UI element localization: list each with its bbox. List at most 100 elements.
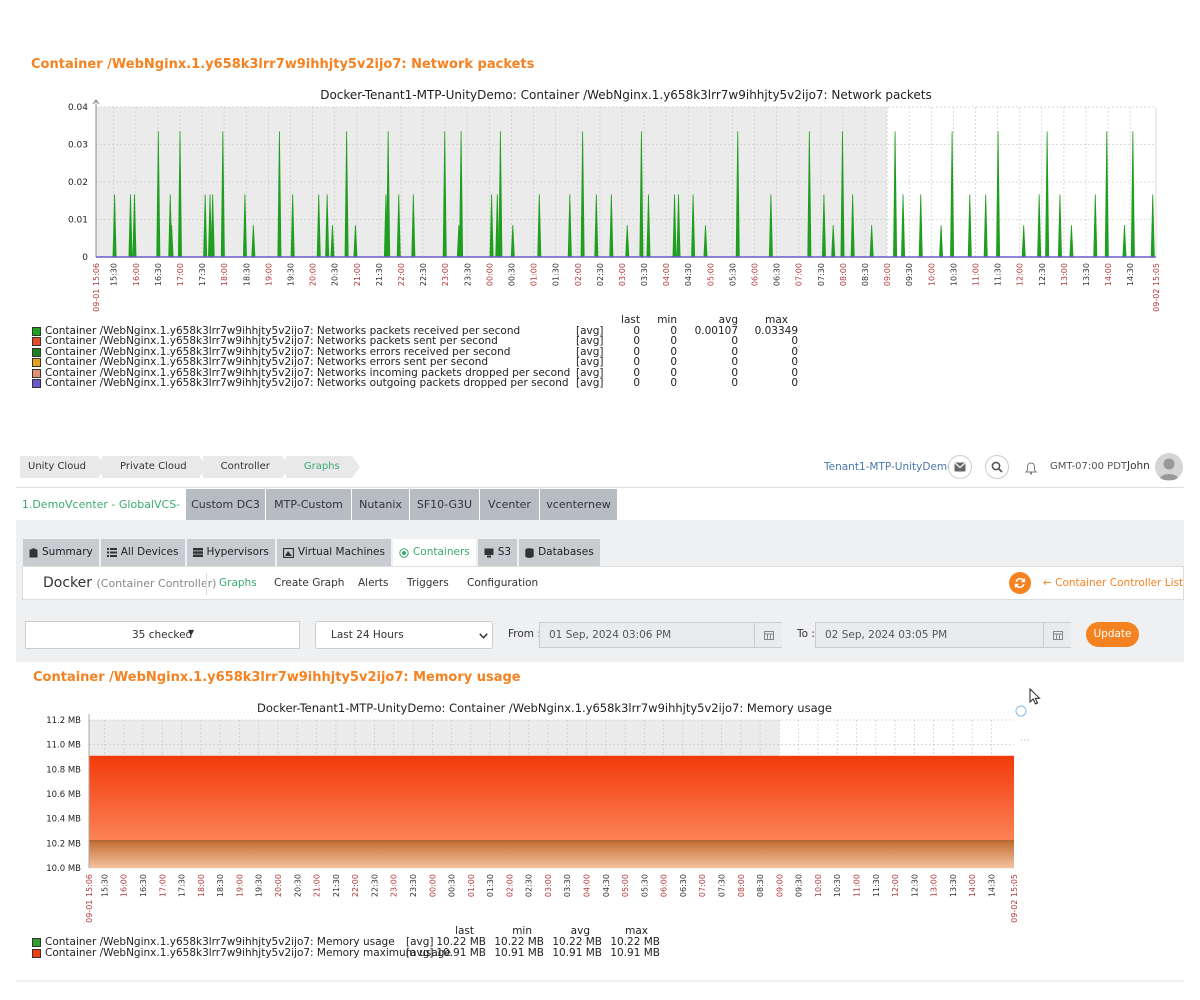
dc-tab-demovcenter[interactable]: 1.DemoVcenter - GlobalVCS-Lab [16, 489, 186, 543]
x-tick-label: 00:30 [507, 263, 516, 286]
y-tick-label: 10.2 MB [46, 839, 81, 849]
divider [206, 573, 207, 595]
y-axis-arrow [92, 99, 100, 105]
x-tick-label: 17:30 [198, 263, 207, 286]
dc-tab-sf10-g3u[interactable]: SF10-G3U [410, 489, 480, 521]
x-tick-label: 01:00 [530, 263, 539, 286]
x-tick-label: 05:30 [728, 263, 737, 286]
link-create-graph[interactable]: Create Graph [274, 577, 345, 589]
legend-row[interactable]: Container /WebNginx.1.y658k3lrr7w9ihhjty… [32, 937, 682, 948]
x-tick-label: 02:30 [596, 263, 605, 286]
refresh-button[interactable] [1009, 572, 1031, 594]
container-controller-list-link[interactable]: ← Container Controller List [1043, 577, 1183, 589]
arrow-left-icon: ← [1043, 577, 1056, 589]
tab-s3[interactable]: S3 [477, 539, 518, 566]
breadcrumb-graphs[interactable]: Graphs [285, 456, 360, 478]
tab-summary-label: Summary [42, 546, 93, 558]
dc-tab-vcenter[interactable]: Vcenter [480, 489, 540, 521]
envelope-icon[interactable] [948, 455, 972, 479]
packet-spike [1057, 194, 1062, 258]
x-start-label: 09-01 15:06 [85, 874, 94, 923]
x-tick-label: 09:00 [883, 263, 892, 286]
legend-min-value: 0 [670, 345, 677, 358]
x-tick-label: 07:00 [698, 874, 707, 897]
dc-tab-mtp-custom[interactable]: MTP-Custom [266, 489, 352, 521]
tab-hypervisors-label: Hypervisors [206, 546, 269, 558]
x-tick-label: 23:00 [441, 263, 450, 286]
container-icon [399, 547, 409, 558]
search-icon[interactable] [985, 455, 1009, 479]
user-name[interactable]: John [1127, 460, 1150, 472]
y-tick-label: 11.2 MB [46, 716, 81, 726]
from-label: From : [508, 628, 541, 640]
tab-hypervisors[interactable]: Hypervisors [186, 539, 275, 566]
update-button[interactable]: Update [1086, 622, 1139, 647]
datacenter-tabs: 1.DemoVcenter - GlobalVCS-Lab Custom DC3… [16, 487, 1184, 543]
legend-min-value: 0 [670, 366, 677, 379]
x-tick-label: 11:30 [994, 263, 1003, 286]
legend-avg-value: 0.00107 [694, 325, 738, 337]
legend-header-max: max [765, 314, 788, 326]
legend-series-name: Container /WebNginx.1.y658k3lrr7w9ihhjty… [45, 377, 569, 389]
legend-last-value: 0 [633, 377, 640, 389]
x-tick-label: 22:30 [419, 263, 428, 286]
x-tick-label: 20:30 [331, 263, 340, 286]
y-tick-label: 0.01 [68, 216, 88, 226]
legend-header-min: min [657, 314, 677, 326]
to-date-input[interactable]: 02 Sep, 2024 03:05 PM [815, 622, 1071, 648]
from-date-input[interactable]: 01 Sep, 2024 03:06 PM [539, 622, 782, 648]
link-graphs[interactable]: Graphs [219, 577, 257, 589]
link-alerts[interactable]: Alerts [358, 577, 389, 589]
tenant-name[interactable]: Tenant1-MTP-UnityDemo [824, 461, 954, 473]
from-date-value: 01 Sep, 2024 03:06 PM [549, 629, 672, 641]
tab-s3-label: S3 [497, 546, 512, 558]
legend-row[interactable]: Container /WebNginx.1.y658k3lrr7w9ihhjty… [32, 357, 822, 368]
y-tick-label: 0.02 [68, 178, 88, 188]
legend-row[interactable]: Container /WebNginx.1.y658k3lrr7w9ihhjty… [32, 378, 822, 389]
checked-dropdown[interactable]: 35 checked ▼ [25, 621, 300, 649]
legend-row[interactable]: Container /WebNginx.1.y658k3lrr7w9ihhjty… [32, 326, 822, 337]
tab-containers[interactable]: Containers [392, 539, 476, 566]
calendar-icon[interactable] [1043, 623, 1071, 647]
legend-row[interactable]: Container /WebNginx.1.y658k3lrr7w9ihhjty… [32, 368, 822, 379]
x-tick-label: 20:00 [274, 874, 283, 897]
dc-tab-vcenternew[interactable]: vcenternew [540, 489, 618, 521]
dc-tab-custom-dc3[interactable]: Custom DC3 [186, 489, 266, 521]
avatar[interactable] [1155, 453, 1183, 481]
tab-summary[interactable]: Summary [23, 539, 99, 566]
legend-row[interactable]: Container /WebNginx.1.y658k3lrr7w9ihhjty… [32, 347, 822, 358]
range-select[interactable]: Last 24 Hours [315, 621, 493, 649]
breadcrumb-private-cloud[interactable]: Private Cloud [102, 456, 207, 478]
legend-max-value: 10.22 MB [610, 936, 660, 948]
calendar-icon[interactable] [754, 623, 782, 647]
x-tick-label: 23:00 [390, 874, 399, 897]
packet-spike [1122, 225, 1127, 258]
tab-virtual-machines[interactable]: Virtual Machines [276, 539, 391, 566]
legend-min-value: 0 [670, 335, 677, 348]
packet-spike [1037, 194, 1042, 258]
tab-databases[interactable]: Databases [519, 539, 600, 566]
x-tick-label: 17:00 [176, 263, 185, 286]
controller-bar: Docker (Container Controller) Graphs Cre… [22, 566, 1184, 600]
breadcrumb-unity-cloud[interactable]: Unity Cloud [20, 456, 107, 478]
legend-series-name: Container /WebNginx.1.y658k3lrr7w9ihhjty… [45, 366, 571, 379]
dc-tab-nutanix[interactable]: Nutanix [352, 489, 410, 521]
legend-function: [avg] [406, 936, 434, 948]
legend-row[interactable]: Container /WebNginx.1.y658k3lrr7w9ihhjty… [32, 946, 682, 959]
legend-last-value: 0 [633, 356, 640, 369]
link-configuration[interactable]: Configuration [467, 577, 539, 589]
legend-row[interactable]: Container /WebNginx.1.y658k3lrr7w9ihhjty… [32, 336, 822, 347]
x-tick-label: 17:30 [178, 874, 187, 897]
bell-icon[interactable] [1025, 460, 1037, 479]
x-tick-label: 09:30 [795, 874, 804, 897]
breadcrumb-controller[interactable]: Controller [202, 456, 291, 478]
x-tick-label: 12:30 [910, 874, 919, 897]
tab-all-devices[interactable]: All Devices [100, 539, 185, 566]
x-tick-label: 04:00 [583, 874, 592, 897]
chart-title: Docker-Tenant1-MTP-UnityDemo: Container … [257, 701, 832, 715]
chart-title: Docker-Tenant1-MTP-UnityDemo: Container … [320, 88, 932, 102]
legend-last-value: 0 [633, 325, 640, 337]
legend-function: [avg] [406, 946, 434, 959]
link-triggers[interactable]: Triggers [407, 577, 449, 589]
x-tick-label: 21:00 [353, 263, 362, 286]
